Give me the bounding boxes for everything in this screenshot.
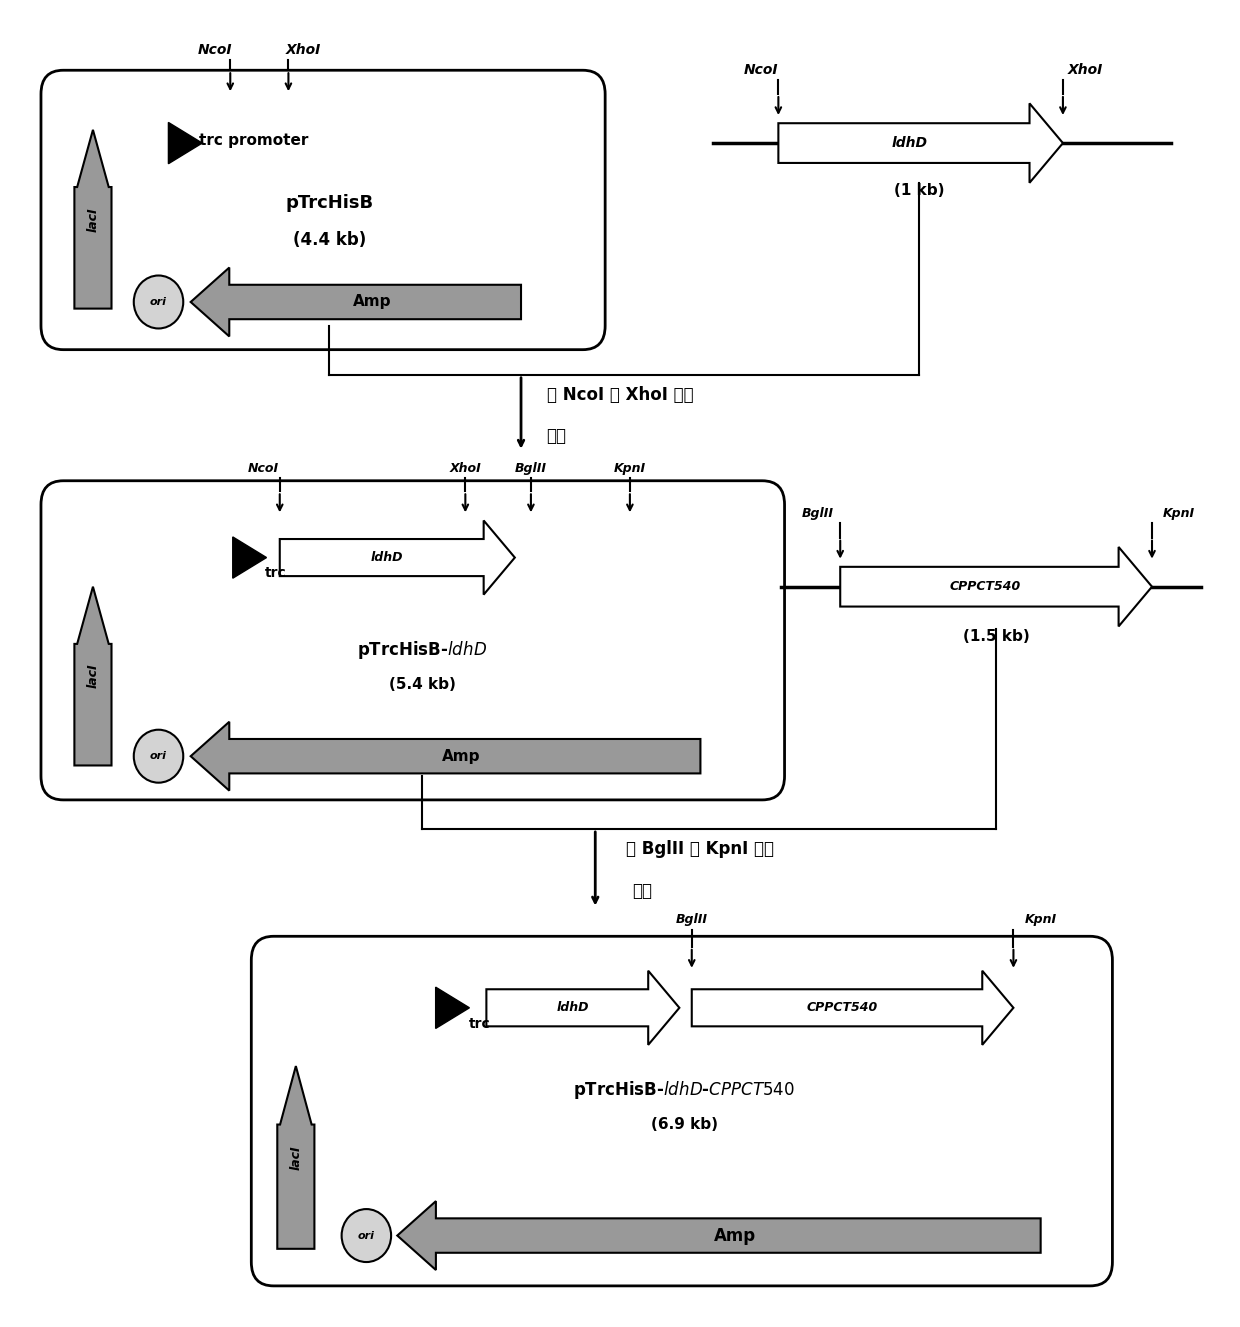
Circle shape <box>134 276 184 329</box>
Polygon shape <box>779 104 1063 183</box>
Text: 用 NcoI 和 XhoI 酶切: 用 NcoI 和 XhoI 酶切 <box>547 386 693 403</box>
Text: ori: ori <box>358 1230 374 1241</box>
FancyBboxPatch shape <box>41 480 785 800</box>
Text: (4.4 kb): (4.4 kb) <box>293 231 366 248</box>
Text: lacI: lacI <box>87 664 99 689</box>
Text: lacI: lacI <box>87 207 99 231</box>
Text: 用 BglII 和 KpnI 酶切: 用 BglII 和 KpnI 酶切 <box>626 840 775 857</box>
Text: ori: ori <box>150 751 167 762</box>
Text: Amp: Amp <box>352 295 391 309</box>
Text: trc: trc <box>265 567 286 580</box>
Polygon shape <box>191 722 701 791</box>
Polygon shape <box>169 122 202 163</box>
Text: (1.5 kb): (1.5 kb) <box>962 629 1029 644</box>
Text: KpnI: KpnI <box>614 463 646 475</box>
Polygon shape <box>74 587 112 766</box>
Text: XhoI: XhoI <box>285 42 321 57</box>
Polygon shape <box>486 971 680 1044</box>
Polygon shape <box>397 1201 1040 1270</box>
Polygon shape <box>841 547 1152 626</box>
Polygon shape <box>278 1066 315 1249</box>
Text: NcoI: NcoI <box>248 463 279 475</box>
Text: ldhD: ldhD <box>892 137 928 150</box>
Text: KpnI: KpnI <box>1024 913 1056 926</box>
Text: KpnI: KpnI <box>1163 507 1195 520</box>
Text: (5.4 kb): (5.4 kb) <box>388 677 455 693</box>
Text: trc promoter: trc promoter <box>200 133 309 147</box>
Text: 连接: 连接 <box>632 882 652 900</box>
Text: CPPCT540: CPPCT540 <box>950 580 1021 593</box>
Text: trc: trc <box>469 1016 491 1031</box>
Circle shape <box>342 1209 391 1262</box>
Text: NcoI: NcoI <box>198 42 233 57</box>
Polygon shape <box>191 268 521 337</box>
Text: 连接: 连接 <box>546 427 565 445</box>
Text: ori: ori <box>150 297 167 307</box>
Text: CPPCT540: CPPCT540 <box>806 1002 878 1014</box>
Text: (6.9 kb): (6.9 kb) <box>651 1117 718 1132</box>
Text: ldhD: ldhD <box>371 551 403 564</box>
Text: BglII: BglII <box>802 507 835 520</box>
Text: lacI: lacI <box>289 1145 303 1169</box>
Polygon shape <box>233 537 267 579</box>
Text: NcoI: NcoI <box>744 62 779 77</box>
Text: Amp: Amp <box>714 1226 756 1245</box>
Text: XhoI: XhoI <box>1068 62 1102 77</box>
Text: pTrcHisB-$\it{ldhD}$-$\it{CPPCT540}$: pTrcHisB-$\it{ldhD}$-$\it{CPPCT540}$ <box>573 1079 795 1101</box>
Polygon shape <box>435 987 470 1028</box>
Text: Amp: Amp <box>443 748 481 764</box>
Polygon shape <box>280 520 515 594</box>
Polygon shape <box>74 130 112 309</box>
Text: ldhD: ldhD <box>557 1002 589 1014</box>
Text: (1 kb): (1 kb) <box>894 183 945 198</box>
FancyBboxPatch shape <box>41 70 605 349</box>
FancyBboxPatch shape <box>252 937 1112 1286</box>
Text: BglII: BglII <box>676 913 708 926</box>
Text: XhoI: XhoI <box>449 463 481 475</box>
Circle shape <box>134 730 184 783</box>
Text: pTrcHisB: pTrcHisB <box>285 194 373 212</box>
Polygon shape <box>692 971 1013 1044</box>
Text: BglII: BglII <box>515 463 547 475</box>
Text: pTrcHisB-$\it{ldhD}$: pTrcHisB-$\it{ldhD}$ <box>357 640 487 661</box>
